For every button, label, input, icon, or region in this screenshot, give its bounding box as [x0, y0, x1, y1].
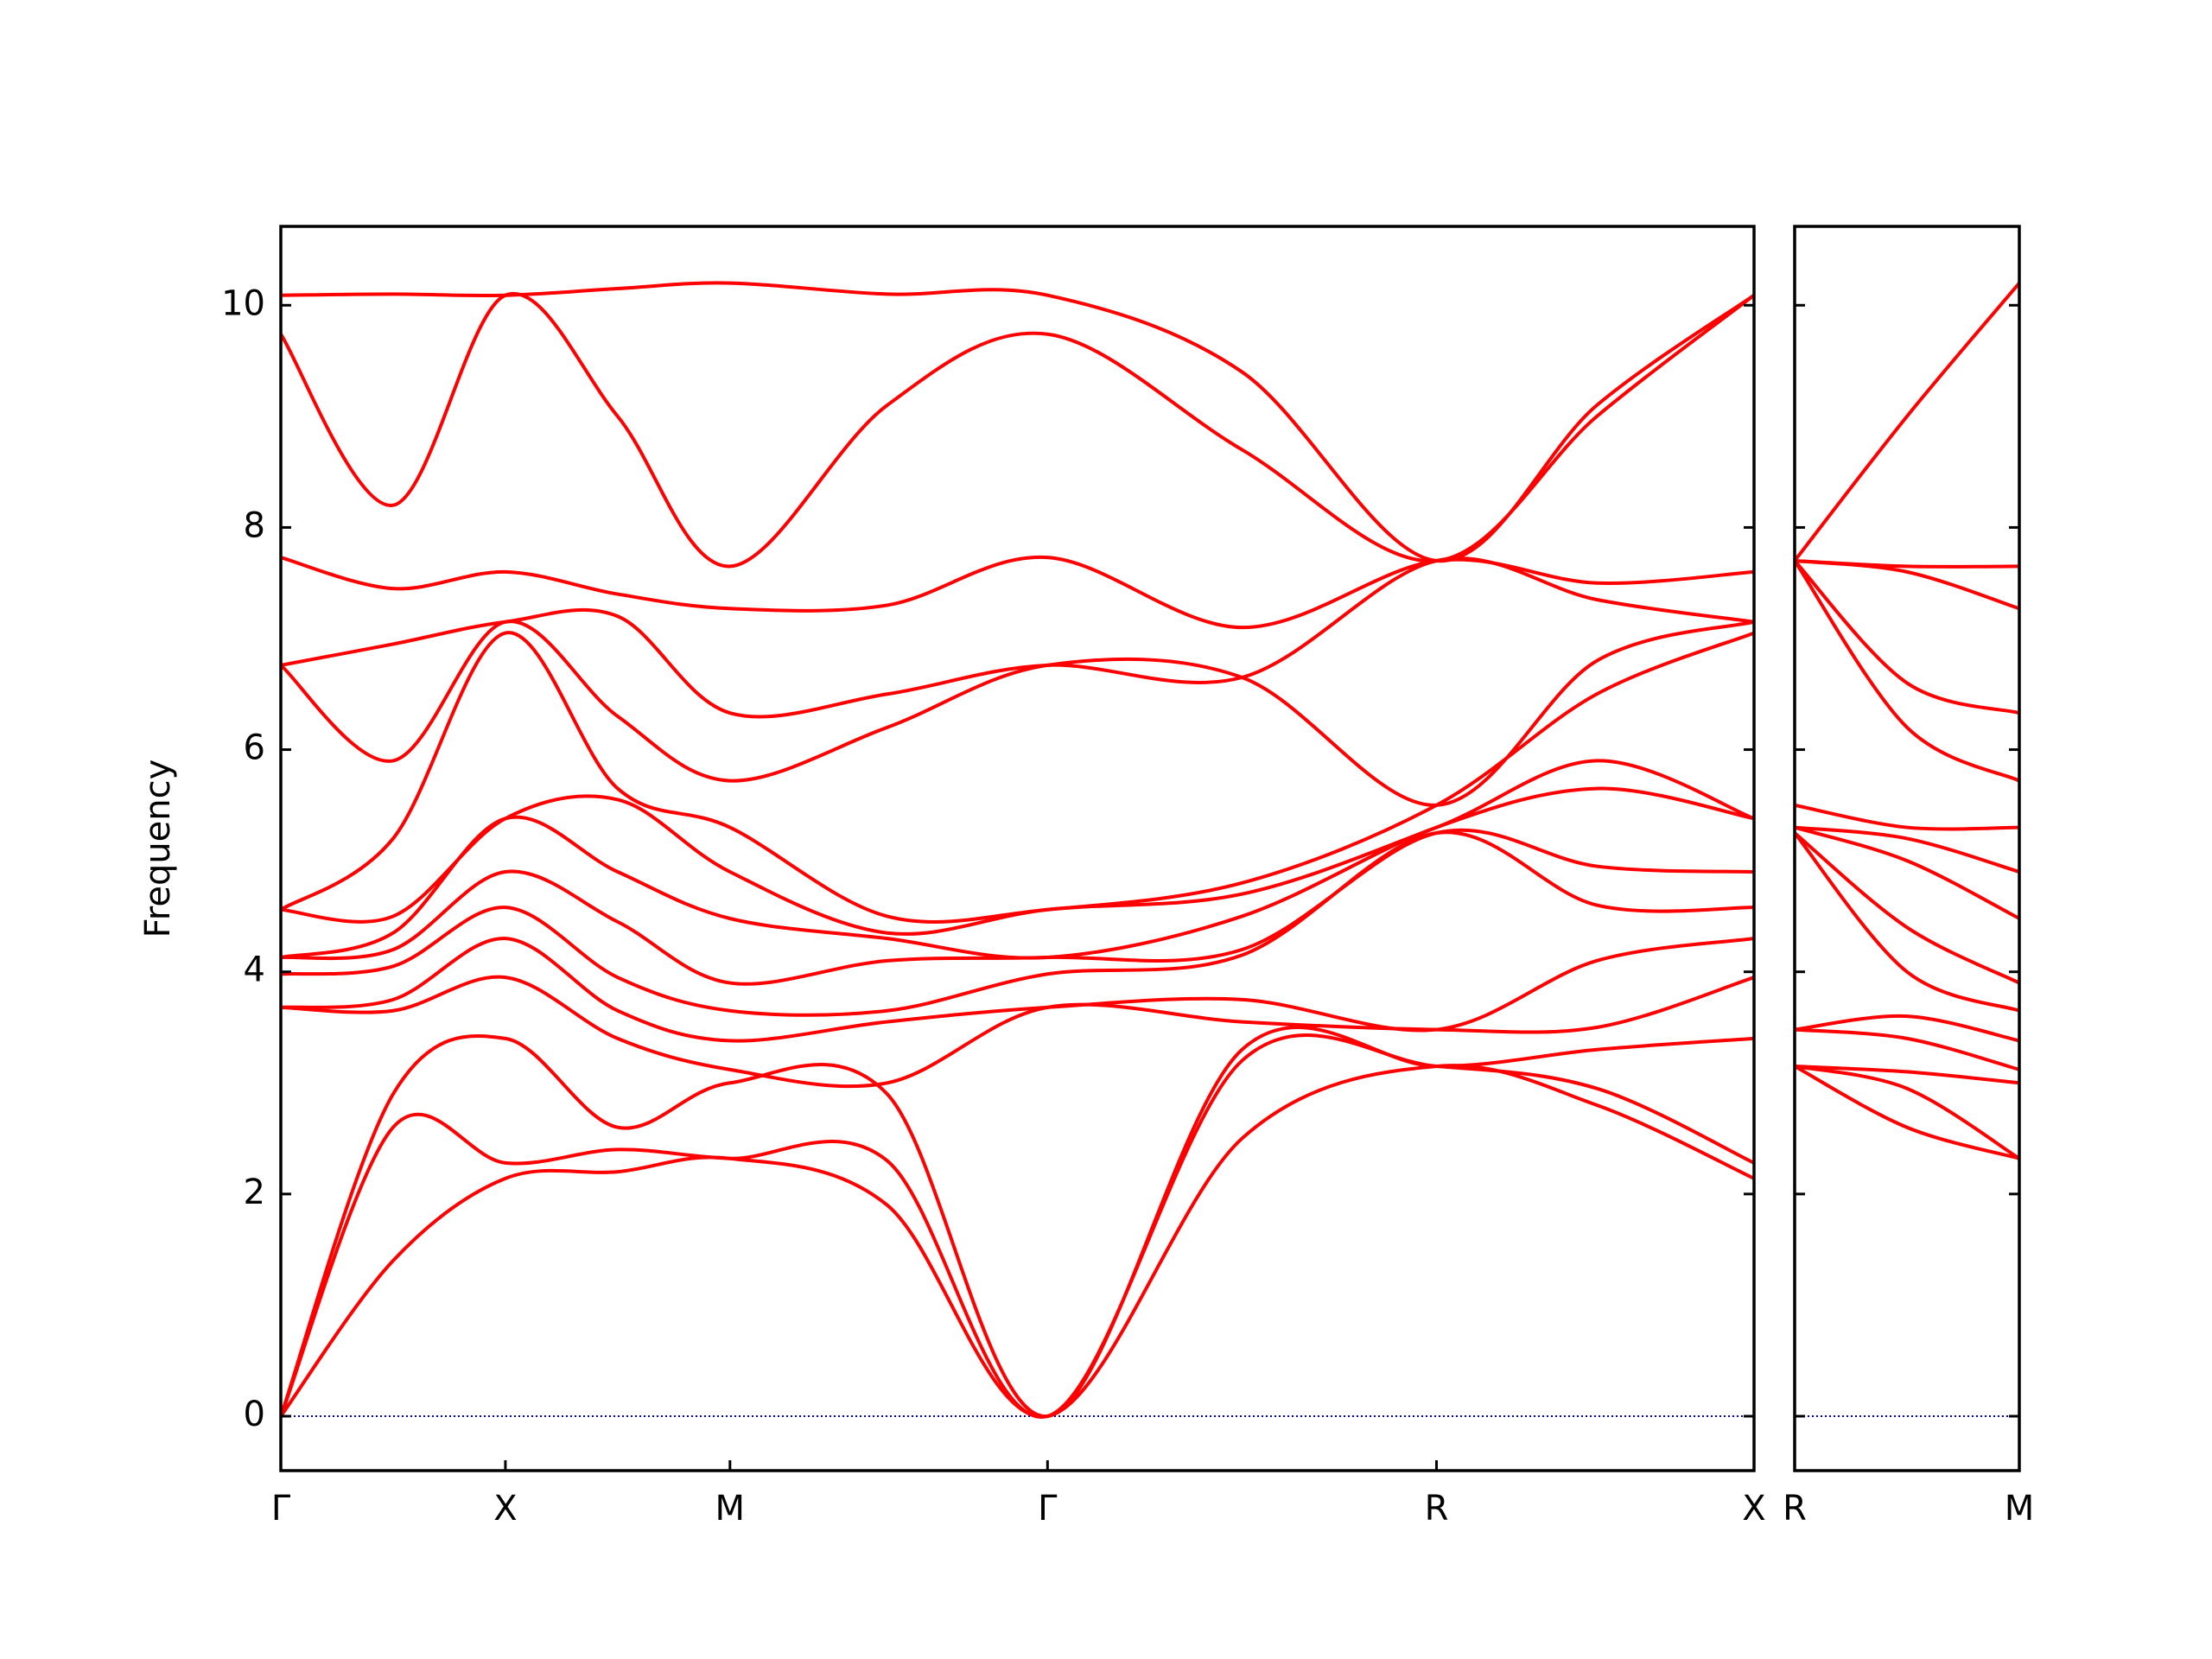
- band-line: [1795, 559, 2019, 715]
- plot-frame: [279, 225, 1756, 1472]
- x-tick-label: X: [1742, 1489, 1765, 1529]
- y-tick-label: 2: [244, 1173, 265, 1212]
- band-line: [281, 1033, 1754, 1419]
- band-line: [1795, 825, 2019, 920]
- band-line: [1795, 1027, 2019, 1071]
- band-line: [281, 786, 1754, 960]
- x-tick-label: R: [1783, 1489, 1807, 1529]
- band-line: [1795, 803, 2019, 831]
- band-line: [1795, 1065, 2019, 1085]
- band-line: [281, 281, 1754, 563]
- band-line: [281, 620, 1754, 807]
- band-line: [1795, 831, 2019, 985]
- band-line: [1795, 1065, 2019, 1160]
- band-line: [281, 556, 1754, 719]
- y-tick-label: 0: [244, 1395, 265, 1434]
- x-tick-label: R: [1425, 1489, 1449, 1529]
- band-line: [281, 291, 1754, 569]
- band-line: [281, 1064, 1754, 1419]
- y-tick-label: 4: [244, 950, 265, 990]
- band-line: [1795, 825, 2019, 874]
- band-line: [281, 828, 1754, 986]
- x-tick-label: X: [493, 1489, 517, 1529]
- y-tick-label: 8: [244, 505, 265, 545]
- x-tick-label: Γ: [271, 1489, 291, 1529]
- band-line: [281, 631, 1754, 924]
- y-tick-label: 6: [244, 728, 265, 768]
- band-line: [281, 937, 1754, 1043]
- band-line: [281, 1026, 1754, 1419]
- x-tick-label: Γ: [1038, 1489, 1058, 1529]
- band-line: [281, 759, 1754, 936]
- band-line: [1795, 1065, 2019, 1160]
- y-tick-label: 10: [221, 283, 265, 323]
- y-axis-label: Frequency: [138, 760, 178, 938]
- band-line: [1795, 1014, 2019, 1043]
- x-tick-label: M: [2005, 1489, 2035, 1529]
- band-line: [1795, 559, 2019, 569]
- band-line: [281, 975, 1754, 1089]
- band-line: [1795, 831, 2019, 1013]
- plot-frame: [1793, 225, 2021, 1472]
- x-tick-label: M: [715, 1489, 746, 1529]
- band-line: [1795, 559, 2019, 783]
- band-line: [281, 830, 1754, 1017]
- band-line: [281, 555, 1754, 630]
- band-line: [1795, 282, 2019, 563]
